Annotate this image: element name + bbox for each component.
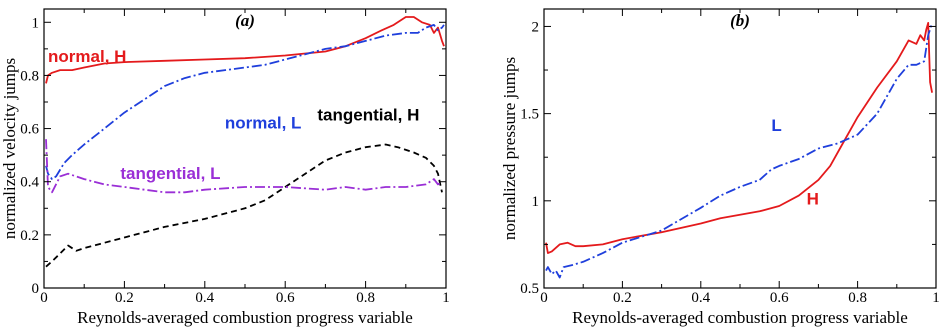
- x-tick-label: 0.2: [115, 290, 134, 306]
- y-tick-label: 2: [532, 19, 540, 35]
- y-axis-label: normalized pressure jumps: [500, 57, 519, 240]
- series-label: H: [807, 189, 819, 208]
- y-axis-label: normalized velocity jumps: [0, 58, 19, 239]
- x-tick-label: 0.4: [691, 290, 710, 306]
- panel-tag: (b): [730, 11, 750, 30]
- y-tick-label: 0.2: [20, 228, 39, 244]
- y-tick-label: 0.6: [20, 122, 39, 138]
- y-tick-label: 0.4: [20, 175, 39, 191]
- x-tick-label: 0.8: [848, 290, 867, 306]
- x-tick-label: 0.6: [276, 290, 295, 306]
- series-line-tangential-l: [45, 139, 443, 194]
- y-tick-label: 0.8: [20, 68, 39, 84]
- x-tick-label: 0.6: [770, 290, 789, 306]
- series-label: tangential, H: [317, 106, 419, 125]
- series-line-normal-h: [45, 16, 445, 84]
- panel-b-pressure-jumps: 0 0.2 0.4 0.6 0.8 1 0.5 1 1.5 2 Reynolds-averaged …: [500, 8, 940, 327]
- series-line-l: [545, 22, 933, 279]
- x-axis-label: Reynolds-averaged combustion progress va…: [77, 308, 413, 327]
- plot-frame: [543, 8, 937, 289]
- series-label: L: [771, 116, 781, 135]
- panel-a-velocity-jumps: 0 0.2 0.4 0.6 0.8 1 0 0.2 0.4 0.6 0.8 1 Reynolds-ave…: [0, 8, 450, 327]
- x-tick-label: 0.2: [613, 290, 632, 306]
- x-tick-label: 1: [442, 290, 450, 306]
- series-label: tangential, L: [120, 164, 220, 183]
- x-tick-label: 0: [40, 290, 48, 306]
- series-line-tangential-h: [45, 143, 443, 268]
- series-line-h: [545, 22, 933, 254]
- y-tick-label: 1.5: [520, 107, 539, 123]
- x-tick-label: 0: [540, 290, 548, 306]
- y-tick-label: 0: [32, 281, 40, 297]
- x-tick-label: 0.8: [356, 290, 375, 306]
- x-tick-label: 0.4: [195, 290, 214, 306]
- x-axis-label: Reynolds-averaged combustion progress va…: [572, 308, 908, 327]
- x-tick-label: 1: [932, 290, 940, 306]
- y-tick-label: 1: [32, 15, 40, 31]
- series-label: normal, H: [48, 47, 126, 66]
- series-line-normal-l: [45, 24, 445, 180]
- y-tick-label: 1: [532, 194, 540, 210]
- panel-tag: (a): [235, 11, 255, 30]
- y-tick-label: 0.5: [520, 281, 539, 297]
- series-label: normal, L: [225, 114, 302, 133]
